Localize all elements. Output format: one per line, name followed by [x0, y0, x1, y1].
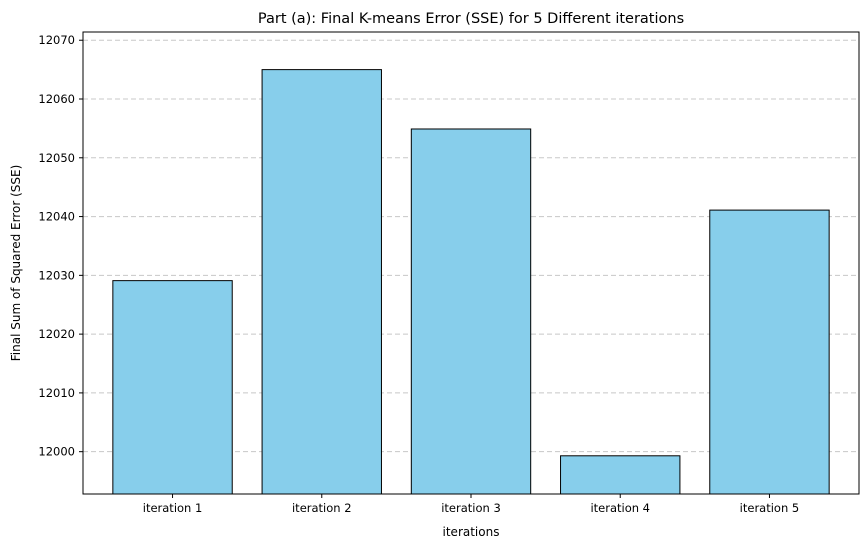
y-tick-label: 12070 — [38, 33, 75, 47]
x-ticks: iteration 1 iteration 2 iteration 3 iterati… — [143, 494, 799, 515]
y-tick-label: 12040 — [38, 210, 75, 224]
y-tick-label: 12020 — [38, 327, 75, 341]
y-tick-label: 12030 — [38, 268, 75, 282]
y-tick-label: 12050 — [38, 151, 75, 165]
bar-5 — [709, 209, 830, 495]
y-tick-label: 12060 — [38, 92, 75, 106]
x-tick-label: iteration 3 — [441, 501, 501, 515]
y-axis-label: Final Sum of Squared Error (SSE) — [9, 165, 23, 362]
x-tick-label: iteration 4 — [590, 501, 650, 515]
x-axis-label: iterations — [443, 525, 500, 539]
y-tick-label: 12010 — [38, 386, 75, 400]
x-tick-label: iteration 5 — [740, 501, 800, 515]
y-ticks: 12000 12010 12020 12030 12040 12050 12060 12070 — [38, 33, 83, 459]
bar-2 — [261, 69, 382, 495]
bar-1 — [112, 280, 233, 495]
chart-title: Part (a): Final K-means Error (SSE) for … — [258, 11, 684, 27]
bar-3 — [410, 128, 532, 495]
x-tick-label: iteration 2 — [292, 501, 352, 515]
y-tick-label: 12000 — [38, 445, 75, 459]
bar-4 — [560, 455, 681, 495]
bars-layer — [112, 69, 830, 495]
x-tick-label: iteration 1 — [143, 501, 203, 515]
